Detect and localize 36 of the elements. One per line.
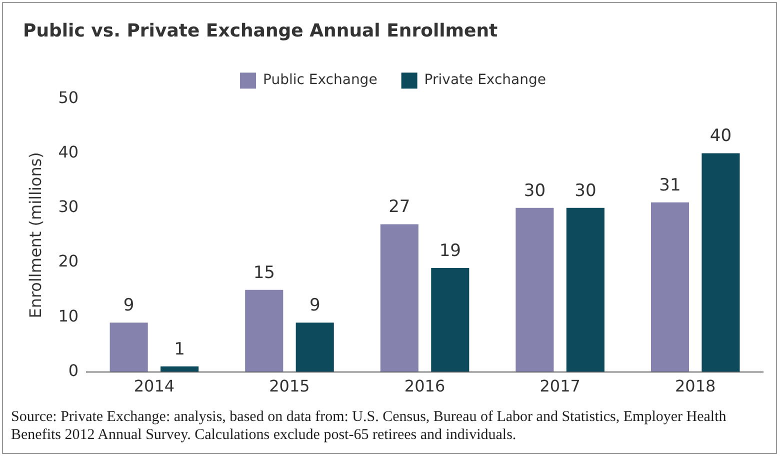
data-label: 9 xyxy=(123,296,134,316)
bar xyxy=(110,322,148,372)
x-tick-label: 2015 xyxy=(269,376,310,396)
chart-title: Public vs. Private Exchange Annual Enrollment xyxy=(23,20,498,42)
x-tick-label: 2016 xyxy=(404,376,446,396)
bar xyxy=(650,202,690,372)
bar xyxy=(431,268,470,372)
x-tick-label: 2018 xyxy=(674,376,716,396)
data-label: 15 xyxy=(253,262,275,283)
bar xyxy=(245,290,284,372)
legend-label: Private Exchange xyxy=(424,72,546,88)
data-label: 30 xyxy=(574,180,596,201)
bar xyxy=(516,208,554,372)
data-label: 9 xyxy=(309,296,320,316)
y-tick-label: 0 xyxy=(68,360,79,380)
source-note: Source: Private Exchange: analysis, based on data from: U.S. Census, Bureau of Labor and Statistics, Employer Health Benefits 2012 Annual Survey. Calculations exclude post-65 retirees and individuals. xyxy=(11,408,728,444)
data-label: 30 xyxy=(524,180,546,201)
y-tick-label: 40 xyxy=(58,142,79,162)
bar xyxy=(702,153,740,372)
data-label: 40 xyxy=(710,126,732,146)
y-tick-label: 50 xyxy=(58,88,79,107)
data-label: 27 xyxy=(388,197,410,218)
bar xyxy=(160,366,199,372)
y-tick-label: 10 xyxy=(58,306,79,326)
bar xyxy=(566,208,604,372)
data-label: 19 xyxy=(439,240,461,261)
x-tick-label: 2017 xyxy=(540,376,580,396)
y-axis-title: Enrollment (millions) xyxy=(26,152,45,318)
bar xyxy=(296,322,334,372)
y-tick-label: 20 xyxy=(58,252,79,271)
data-label: 1 xyxy=(174,339,185,360)
x-tick-label: 2014 xyxy=(134,376,175,396)
bar xyxy=(380,224,418,372)
y-tick-label: 30 xyxy=(58,197,79,216)
legend-label: Public Exchange xyxy=(263,72,378,88)
data-label: 31 xyxy=(659,175,681,196)
